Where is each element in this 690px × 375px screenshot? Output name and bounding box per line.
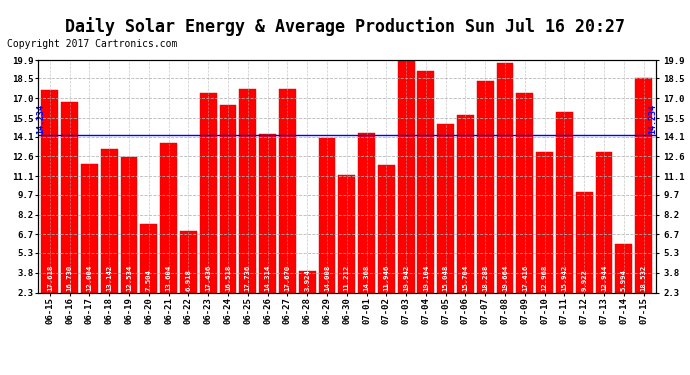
Bar xyxy=(595,152,613,292)
Bar xyxy=(160,143,177,292)
Bar xyxy=(536,152,553,292)
Bar xyxy=(556,112,573,292)
Text: 14.234: 14.234 xyxy=(37,104,46,134)
Bar xyxy=(615,244,632,292)
Bar xyxy=(358,133,375,292)
Text: 14.314: 14.314 xyxy=(264,264,270,291)
Bar xyxy=(61,102,78,292)
Text: 18.532: 18.532 xyxy=(640,264,647,291)
Bar xyxy=(219,105,237,292)
Text: 13.604: 13.604 xyxy=(166,264,172,291)
Bar xyxy=(576,192,593,292)
Text: 19.104: 19.104 xyxy=(423,264,429,291)
Text: 16.730: 16.730 xyxy=(67,264,72,291)
Text: 14.234: 14.234 xyxy=(648,104,657,134)
Text: 7.504: 7.504 xyxy=(146,268,152,291)
Text: 15.048: 15.048 xyxy=(443,264,448,291)
Text: 15.704: 15.704 xyxy=(462,264,469,291)
Text: 18.288: 18.288 xyxy=(482,264,489,291)
Bar xyxy=(41,90,58,292)
Text: 17.436: 17.436 xyxy=(205,264,211,291)
Bar xyxy=(397,60,415,292)
Text: 15.942: 15.942 xyxy=(562,264,567,291)
Text: 13.142: 13.142 xyxy=(106,264,112,291)
Bar xyxy=(417,70,434,292)
Bar xyxy=(140,224,157,292)
Text: 19.942: 19.942 xyxy=(403,264,409,291)
Bar xyxy=(319,138,335,292)
Bar xyxy=(299,271,315,292)
Text: 9.922: 9.922 xyxy=(581,268,587,291)
Bar xyxy=(200,93,217,292)
Text: 3.924: 3.924 xyxy=(304,268,310,291)
Text: 17.736: 17.736 xyxy=(245,264,250,291)
Bar xyxy=(516,93,533,292)
Bar xyxy=(239,88,256,292)
Bar xyxy=(635,78,652,292)
Bar xyxy=(180,231,197,292)
Text: 16.518: 16.518 xyxy=(225,264,231,291)
Bar xyxy=(81,164,98,292)
Text: 12.944: 12.944 xyxy=(601,264,607,291)
Bar xyxy=(338,175,355,292)
Text: 6.918: 6.918 xyxy=(186,268,191,291)
Text: 14.008: 14.008 xyxy=(324,264,330,291)
Bar xyxy=(497,63,513,292)
Text: 17.618: 17.618 xyxy=(47,264,53,291)
Text: 12.968: 12.968 xyxy=(542,264,548,291)
Bar xyxy=(259,134,276,292)
Text: 11.946: 11.946 xyxy=(384,264,389,291)
Bar xyxy=(378,165,395,292)
Text: 12.534: 12.534 xyxy=(126,264,132,291)
Bar xyxy=(457,116,474,292)
Bar xyxy=(121,157,137,292)
Text: 19.664: 19.664 xyxy=(502,264,508,291)
Text: 14.368: 14.368 xyxy=(364,264,370,291)
Text: 17.670: 17.670 xyxy=(284,264,290,291)
Text: 17.416: 17.416 xyxy=(522,264,528,291)
Text: Copyright 2017 Cartronics.com: Copyright 2017 Cartronics.com xyxy=(7,39,177,50)
Bar xyxy=(437,124,454,292)
Text: 5.994: 5.994 xyxy=(621,268,627,291)
Text: 11.212: 11.212 xyxy=(344,264,350,291)
Bar xyxy=(477,81,493,292)
Bar xyxy=(279,90,296,292)
Text: 12.004: 12.004 xyxy=(86,264,92,291)
Text: Daily Solar Energy & Average Production Sun Jul 16 20:27: Daily Solar Energy & Average Production … xyxy=(65,17,625,36)
Bar xyxy=(101,149,117,292)
